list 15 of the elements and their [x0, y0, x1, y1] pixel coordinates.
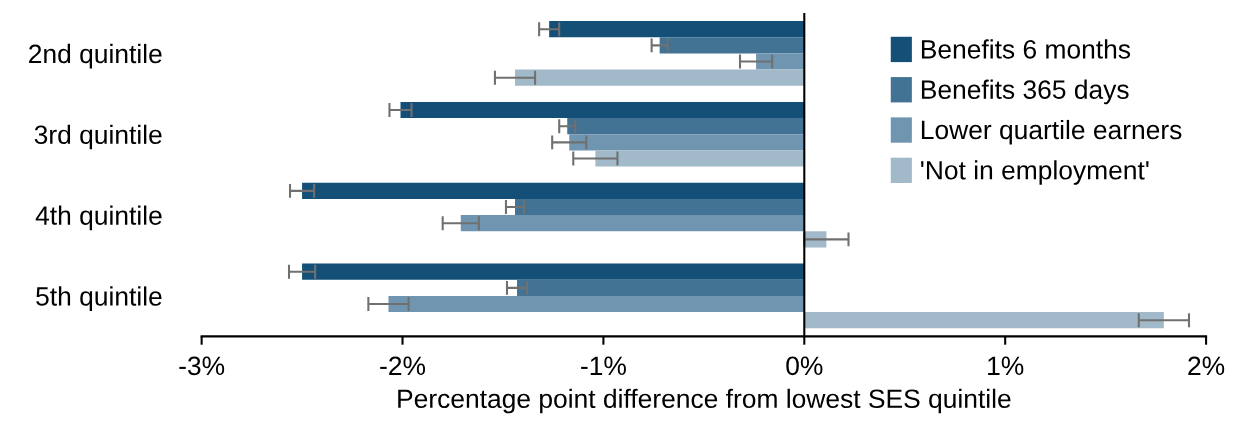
- y-tick-label: 4th quintile: [35, 205, 162, 231]
- legend-label: 'Not in employment': [921, 160, 1149, 185]
- legend-label: Benefits 6 months: [921, 39, 1131, 59]
- y-tick-label: 2nd quintile: [29, 43, 162, 69]
- y-tick-label: 5th quintile: [36, 286, 162, 311]
- legend-label: Lower quartile earners: [921, 119, 1182, 145]
- x-tick-label: 2%: [1188, 356, 1225, 376]
- legend-label: Benefits 365 days: [921, 79, 1129, 105]
- x-tick-label: -3%: [179, 356, 225, 376]
- x-tick-label: -2%: [380, 356, 426, 376]
- x-tick-label: -1%: [581, 356, 626, 376]
- x-tick-label: 0%: [786, 356, 823, 376]
- y-tick-label: 3rd quintile: [34, 124, 162, 150]
- x-tick-label: 1%: [988, 356, 1024, 376]
- x-axis-title: Percentage point difference from lowest SES quintile: [398, 388, 1011, 414]
